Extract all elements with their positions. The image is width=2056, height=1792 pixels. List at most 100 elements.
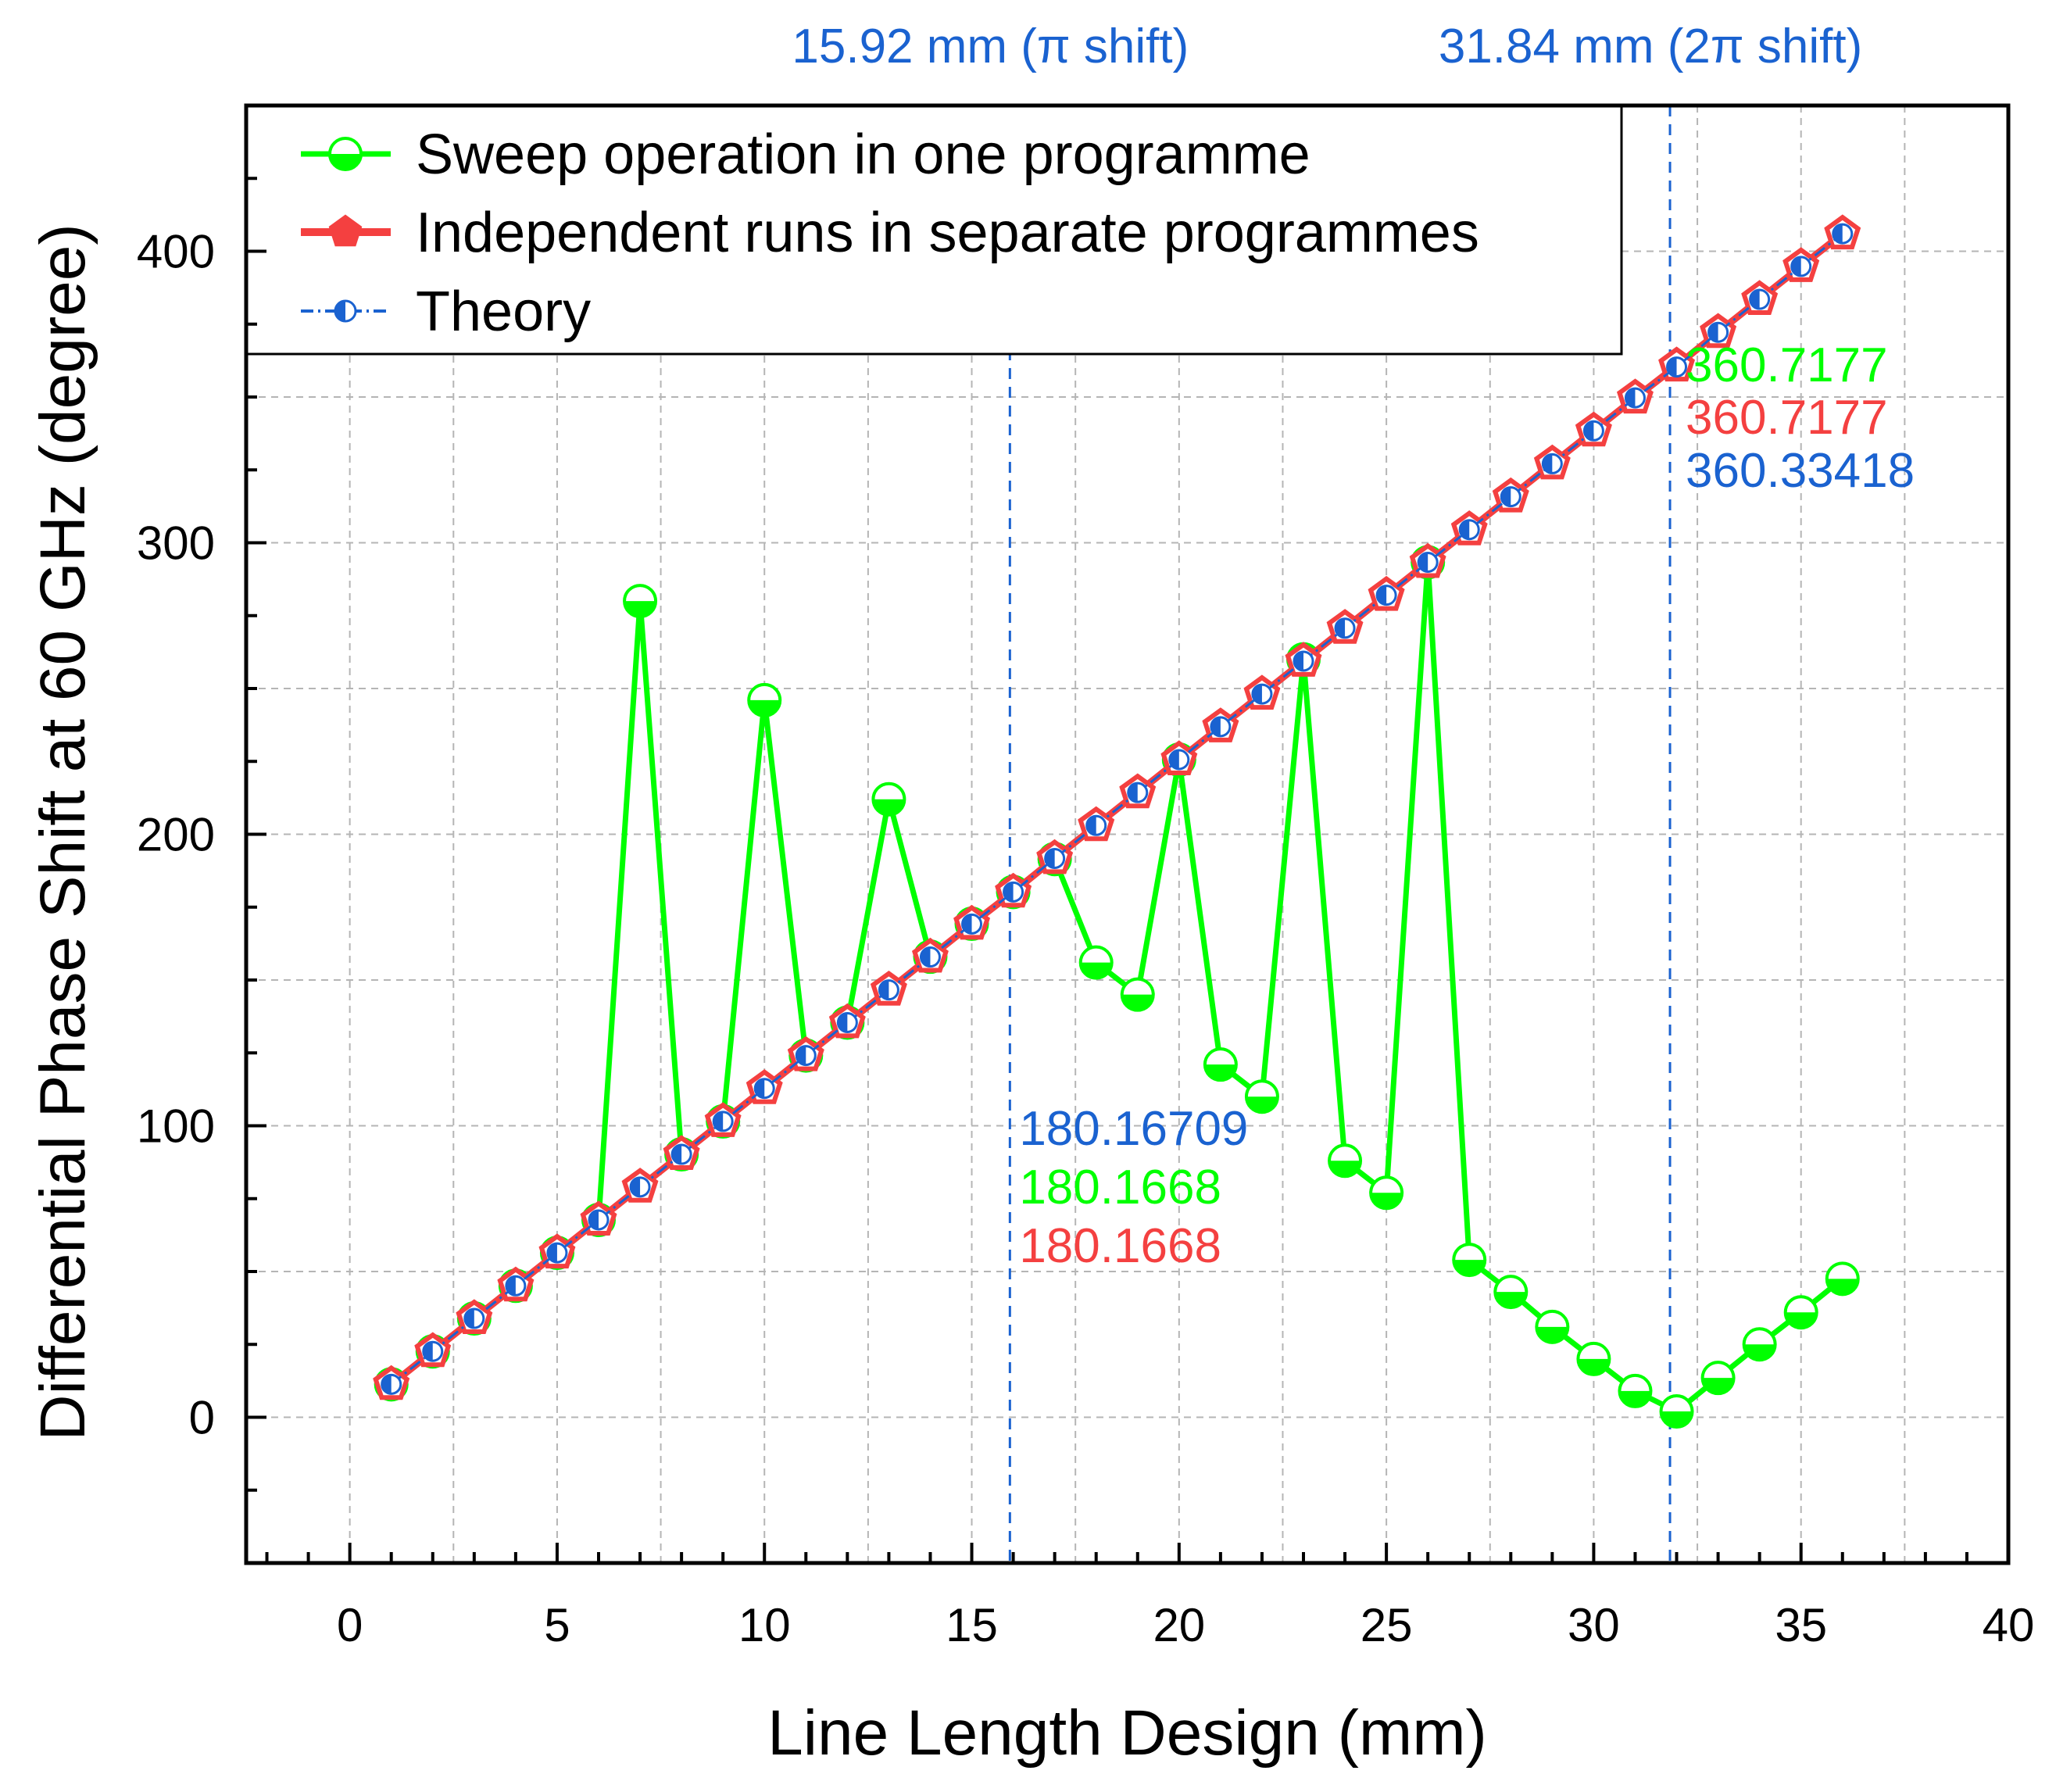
marker-half — [1750, 290, 1760, 309]
theory-point — [1541, 452, 1563, 474]
marker-half — [1080, 962, 1112, 978]
two-pi-value-label: 360.33418 — [1686, 444, 1915, 498]
legend-label: Theory — [416, 281, 591, 343]
series-sweep — [374, 545, 1860, 1429]
marker-outline — [1825, 1261, 1860, 1297]
x-tick-label: 0 — [337, 1599, 363, 1651]
marker-half — [796, 1046, 806, 1065]
marker-half — [624, 601, 656, 617]
marker-half — [879, 980, 889, 1000]
marker-outline — [1369, 1175, 1404, 1211]
legend-sweep-marker — [328, 137, 363, 171]
marker-half — [1826, 1279, 1858, 1295]
marker-outline — [328, 137, 363, 171]
marker-half — [1169, 750, 1179, 770]
sweep-point — [1203, 1047, 1238, 1082]
series-theory — [381, 223, 1854, 1395]
marker-half — [1543, 454, 1553, 474]
theory-point — [961, 913, 983, 935]
pi-value-label: 180.1668 — [1019, 1219, 1221, 1273]
theory-point — [1666, 356, 1688, 378]
theory-point — [588, 1209, 610, 1231]
theory-point — [1749, 288, 1771, 310]
marker-half — [1536, 1326, 1568, 1343]
marker-half — [1210, 717, 1221, 736]
marker-half — [1785, 1312, 1817, 1329]
theory-point — [1293, 650, 1314, 672]
sweep-point — [747, 682, 782, 717]
marker-half — [506, 1276, 516, 1296]
y-tick-label: 400 — [137, 226, 215, 278]
marker-half — [1204, 1064, 1236, 1081]
theory-point — [422, 1340, 444, 1362]
x-tick-label: 30 — [1568, 1599, 1620, 1651]
marker-half — [423, 1342, 433, 1361]
marker-half — [1418, 553, 1428, 572]
marker-half — [1501, 487, 1511, 506]
theory-point — [1417, 551, 1439, 573]
theory-point — [1624, 387, 1646, 409]
x-tick-label: 35 — [1775, 1599, 1827, 1651]
x-axis-title: Line Length Design (mm) — [767, 1697, 1487, 1769]
two-pi-value-label: 360.7177 — [1686, 338, 1888, 392]
theory-point — [1458, 519, 1480, 541]
y-axis-title: Differential Phase Shift at 60 GHz (degr… — [27, 224, 98, 1440]
marker-half — [1667, 357, 1677, 377]
marker-outline — [1244, 1079, 1279, 1114]
theory-point — [795, 1045, 817, 1067]
theory-point — [1210, 716, 1232, 738]
x-tick-label: 40 — [1983, 1599, 2035, 1651]
marker-half — [1294, 651, 1303, 671]
marker-half — [464, 1309, 474, 1329]
sweep-point — [1742, 1327, 1777, 1362]
theory-point — [1085, 814, 1107, 836]
marker-half — [335, 301, 345, 321]
marker-half — [631, 1177, 641, 1196]
marker-half — [873, 799, 905, 815]
marker-half — [921, 947, 931, 967]
x-tick-label: 25 — [1361, 1599, 1413, 1651]
marker-half — [1086, 816, 1096, 835]
theory-point — [463, 1307, 485, 1329]
sweep-point — [1825, 1261, 1860, 1297]
marker-half — [672, 1145, 682, 1164]
theory-point — [836, 1011, 858, 1033]
marker-half — [1045, 849, 1055, 868]
theory-point — [1003, 881, 1024, 903]
legend-independent-marker — [328, 214, 363, 247]
marker-outline — [1203, 1047, 1238, 1082]
marker-half — [1252, 685, 1262, 704]
theory-point — [878, 979, 899, 1001]
marker-half — [1329, 1161, 1361, 1177]
marker-half — [1460, 520, 1470, 539]
x-tick-label: 15 — [946, 1599, 998, 1651]
marker-half — [1702, 1378, 1734, 1394]
sweep-point — [1078, 945, 1114, 980]
y-tick-label: 300 — [137, 517, 215, 570]
marker-half — [755, 1078, 765, 1098]
marker-half — [1578, 1358, 1610, 1375]
legend-box — [245, 104, 1623, 356]
sweep-point — [623, 584, 658, 619]
marker-half — [1121, 994, 1153, 1010]
legend: Sweep operation in one programme Independ… — [245, 104, 1623, 356]
marker-half — [1495, 1292, 1527, 1308]
theory-point — [712, 1111, 734, 1132]
sweep-point — [1244, 1079, 1279, 1114]
marker-outline — [1618, 1373, 1653, 1408]
series-sweep-line — [389, 560, 1844, 1415]
series-layer — [373, 214, 1861, 1429]
y-tick-label: 0 — [189, 1392, 215, 1444]
marker-outline — [1659, 1394, 1694, 1429]
theory-point — [381, 1373, 402, 1395]
marker-half — [713, 1111, 724, 1131]
sweep-point — [1535, 1309, 1570, 1344]
theory-point — [1790, 256, 1812, 277]
sweep-point — [1618, 1373, 1653, 1408]
pi-value-label: 180.1668 — [1019, 1161, 1221, 1214]
marker-half — [1371, 1193, 1403, 1209]
marker-half — [1791, 256, 1801, 276]
marker-half — [1377, 585, 1387, 605]
marker-half — [1336, 618, 1346, 638]
